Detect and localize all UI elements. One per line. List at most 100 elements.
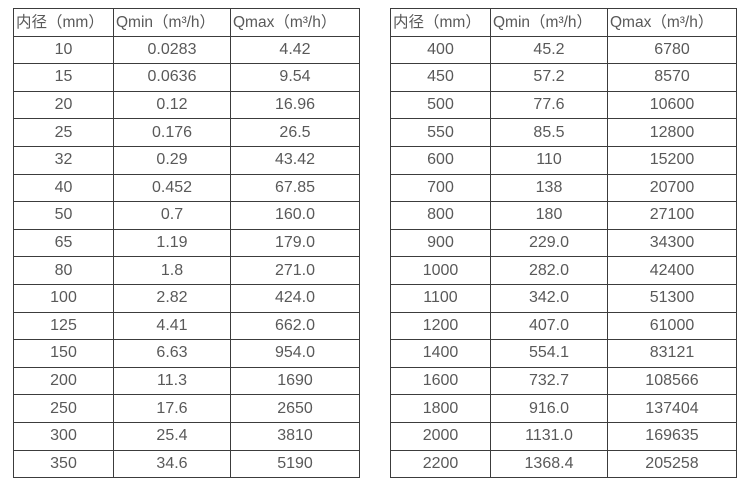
table-cell: 6.63	[113, 339, 231, 368]
table-cell: 67.85	[230, 173, 360, 203]
table-row: 40 0.452 67.85	[13, 173, 360, 203]
table-row: 1200 407.0 61000	[390, 311, 737, 341]
table-cell: 80	[13, 256, 114, 285]
table-cell: 10600	[607, 90, 737, 120]
column-header: Qmin（m³/h）	[113, 8, 231, 37]
table-cell: 450	[390, 63, 491, 92]
table-row: 700 138 20700	[390, 173, 737, 203]
table-cell: 3810	[230, 421, 360, 451]
table-cell: 15200	[607, 145, 737, 175]
table-row: 100 2.82 424.0	[13, 283, 360, 313]
table-cell: 27100	[607, 201, 737, 230]
table-cell: 40	[13, 173, 114, 203]
table-row: 150 6.63 954.0	[13, 339, 360, 368]
table-cell: 4.42	[230, 35, 360, 65]
flow-table-small-diameters: 内径（mm） Qmin（m³/h） Qmax（m³/h） 10 0.0283 4.42 15…	[13, 8, 360, 479]
table-cell: 85.5	[490, 118, 608, 147]
table-cell: 137404	[607, 394, 737, 423]
table-cell: 0.0636	[113, 63, 231, 92]
table-cell: 271.0	[230, 256, 360, 285]
table-cell: 500	[390, 90, 491, 120]
table-row: 550 85.5 12800	[390, 118, 737, 147]
table-cell: 1800	[390, 394, 491, 423]
table-cell: 11.3	[113, 366, 231, 396]
table-cell: 0.0283	[113, 35, 231, 65]
table-cell: 282.0	[490, 256, 608, 285]
table-row: 350 34.6 5190	[13, 449, 360, 479]
table-row: 900 229.0 34300	[390, 228, 737, 258]
table-row: 1800 916.0 137404	[390, 394, 737, 423]
table-row: 1100 342.0 51300	[390, 283, 737, 313]
table-row: 32 0.29 43.42	[13, 145, 360, 175]
table-cell: 34.6	[113, 449, 231, 479]
table-cell: 229.0	[490, 228, 608, 258]
table-cell: 15	[13, 63, 114, 92]
table-row: 1400 554.1 83121	[390, 339, 737, 368]
table-cell: 83121	[607, 339, 737, 368]
table-cell: 180	[490, 201, 608, 230]
table-row: 500 77.6 10600	[390, 90, 737, 120]
table-cell: 554.1	[490, 339, 608, 368]
table-row: 10 0.0283 4.42	[13, 35, 360, 65]
table-cell: 16.96	[230, 90, 360, 120]
table-cell: 34300	[607, 228, 737, 258]
table-cell: 1131.0	[490, 421, 608, 451]
table-cell: 25	[13, 118, 114, 147]
table-cell: 0.452	[113, 173, 231, 203]
table-row: 2000 1131.0 169635	[390, 421, 737, 451]
table-cell: 1400	[390, 339, 491, 368]
header-row: 内径（mm） Qmin（m³/h） Qmax（m³/h）	[390, 8, 737, 37]
table-cell: 20700	[607, 173, 737, 203]
table-cell: 43.42	[230, 145, 360, 175]
table-cell: 12800	[607, 118, 737, 147]
table-row: 800 180 27100	[390, 201, 737, 230]
table-cell: 1600	[390, 366, 491, 396]
table-cell: 0.29	[113, 145, 231, 175]
column-header: 内径（mm）	[13, 8, 114, 37]
table-cell: 662.0	[230, 311, 360, 341]
column-header: Qmax（m³/h）	[607, 8, 737, 37]
table-cell: 200	[13, 366, 114, 396]
table-cell: 2650	[230, 394, 360, 423]
table-cell: 900	[390, 228, 491, 258]
table-cell: 51300	[607, 283, 737, 313]
table-cell: 42400	[607, 256, 737, 285]
table-cell: 25.4	[113, 421, 231, 451]
table-cell: 205258	[607, 449, 737, 479]
table-cell: 0.7	[113, 201, 231, 230]
table-cell: 100	[13, 283, 114, 313]
table-cell: 9.54	[230, 63, 360, 92]
table-cell: 125	[13, 311, 114, 341]
table-cell: 550	[390, 118, 491, 147]
table-cell: 20	[13, 90, 114, 120]
table-row: 600 110 15200	[390, 145, 737, 175]
table-row: 50 0.7 160.0	[13, 201, 360, 230]
table-row: 20 0.12 16.96	[13, 90, 360, 120]
table-cell: 1690	[230, 366, 360, 396]
flow-table-large-diameters: 内径（mm） Qmin（m³/h） Qmax（m³/h） 400 45.2 6780 450…	[390, 8, 737, 479]
table-row: 1600 732.7 108566	[390, 366, 737, 396]
table-cell: 1000	[390, 256, 491, 285]
table-row: 65 1.19 179.0	[13, 228, 360, 258]
table-cell: 0.12	[113, 90, 231, 120]
table-cell: 57.2	[490, 63, 608, 92]
table-cell: 350	[13, 449, 114, 479]
table-row: 25 0.176 26.5	[13, 118, 360, 147]
table-row: 2200 1368.4 205258	[390, 449, 737, 479]
table-cell: 250	[13, 394, 114, 423]
table-row: 200 11.3 1690	[13, 366, 360, 396]
table-cell: 600	[390, 145, 491, 175]
table-cell: 1100	[390, 283, 491, 313]
table-cell: 1.19	[113, 228, 231, 258]
table-row: 125 4.41 662.0	[13, 311, 360, 341]
table-cell: 700	[390, 173, 491, 203]
table-cell: 0.176	[113, 118, 231, 147]
table-cell: 110	[490, 145, 608, 175]
table-cell: 2200	[390, 449, 491, 479]
table-cell: 954.0	[230, 339, 360, 368]
table-cell: 10	[13, 35, 114, 65]
table-cell: 8570	[607, 63, 737, 92]
column-header: Qmax（m³/h）	[230, 8, 360, 37]
table-cell: 108566	[607, 366, 737, 396]
